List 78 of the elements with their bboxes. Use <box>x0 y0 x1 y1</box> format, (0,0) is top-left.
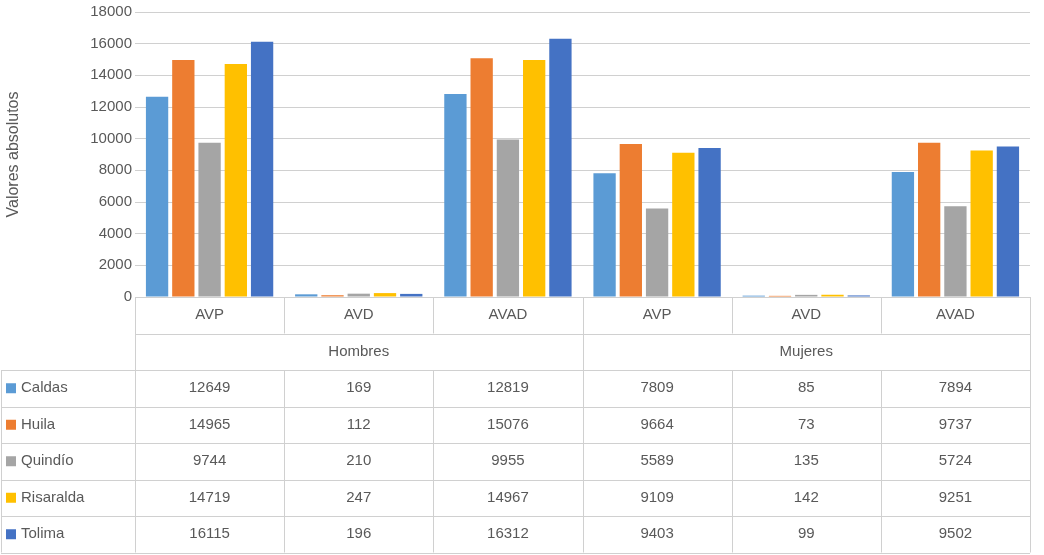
legend-label: Huila <box>21 414 56 432</box>
y-tick-label: 16000 <box>90 33 132 51</box>
data-label: 142 <box>793 487 819 505</box>
data-label: 16312 <box>487 524 529 542</box>
data-label: 12649 <box>188 378 231 396</box>
data-label: 9502 <box>938 524 973 542</box>
bar <box>944 206 967 297</box>
data-label: 169 <box>346 378 372 396</box>
x-tick-label: AVP <box>642 305 672 323</box>
bar <box>672 152 695 297</box>
y-tick-label: 18000 <box>90 2 132 20</box>
bar <box>224 63 247 297</box>
data-label: 73 <box>797 414 815 432</box>
y-tick-label: 12000 <box>90 97 132 115</box>
data-label: 16115 <box>189 524 230 542</box>
bar <box>645 208 669 297</box>
bar <box>145 96 169 297</box>
data-label: 9109 <box>640 487 674 505</box>
bar <box>172 60 195 297</box>
x-tick-label: AVD <box>343 305 374 323</box>
data-label: 210 <box>346 451 372 469</box>
data-label: 9744 <box>192 451 227 469</box>
data-label: 5724 <box>938 451 973 469</box>
data-label: 9251 <box>938 487 973 505</box>
data-label: 99 <box>797 524 815 542</box>
text: Hombres <box>328 341 390 359</box>
bar <box>996 146 1020 297</box>
data-label: 9664 <box>640 414 674 432</box>
bar <box>970 150 993 297</box>
data-label: 5589 <box>640 451 674 469</box>
y-tick-label: 0 <box>123 287 132 305</box>
y-tick-label: 8000 <box>98 160 132 178</box>
data-label: 85 <box>797 378 815 396</box>
legend-label: Tolima <box>21 524 65 542</box>
y-tick-label: 4000 <box>98 223 132 241</box>
data-label: 247 <box>346 487 372 505</box>
y-tick-label: 14000 <box>90 65 132 83</box>
data-label: 9403 <box>640 524 674 542</box>
bar <box>198 142 221 297</box>
y-tick-label: 2000 <box>98 255 132 273</box>
data-label: 196 <box>346 524 372 542</box>
text: Mujeres <box>779 341 833 359</box>
data-label: 135 <box>793 451 819 469</box>
bar <box>523 60 546 297</box>
data-label: 7894 <box>938 378 973 396</box>
data-label: 9955 <box>491 451 525 469</box>
legend-label: Caldas <box>21 378 68 396</box>
x-tick-label: AVAD <box>488 305 528 323</box>
legend-label: Risaralda <box>21 487 86 505</box>
data-label: 15076 <box>487 414 529 432</box>
data-label: 12819 <box>487 378 529 396</box>
data-label: 14719 <box>188 487 231 505</box>
data-label: 14967 <box>487 487 529 505</box>
x-tick-label: AVAD <box>936 305 975 323</box>
data-label: 112 <box>346 414 371 432</box>
bar <box>698 148 721 297</box>
data-label: 14965 <box>188 414 231 432</box>
y-tick-label: 6000 <box>98 192 132 210</box>
bar <box>347 293 370 297</box>
data-label: 7809 <box>640 378 674 396</box>
legend-label: Quindío <box>21 451 74 469</box>
bar <box>496 139 520 297</box>
bar <box>295 294 318 297</box>
y-axis-title: Valores absolutos <box>4 91 22 218</box>
bar <box>593 173 616 297</box>
bar <box>918 142 941 297</box>
bar <box>400 293 423 297</box>
bar <box>444 94 467 297</box>
bar <box>619 143 642 297</box>
bar <box>891 172 915 297</box>
bar <box>250 41 274 297</box>
bar <box>373 293 397 297</box>
y-tick-label: 10000 <box>90 128 132 146</box>
x-tick-label: AVP <box>195 305 225 323</box>
x-tick-label: AVD <box>791 305 822 323</box>
bar <box>470 58 493 297</box>
data-label: 9737 <box>938 414 973 432</box>
bar <box>549 38 572 297</box>
